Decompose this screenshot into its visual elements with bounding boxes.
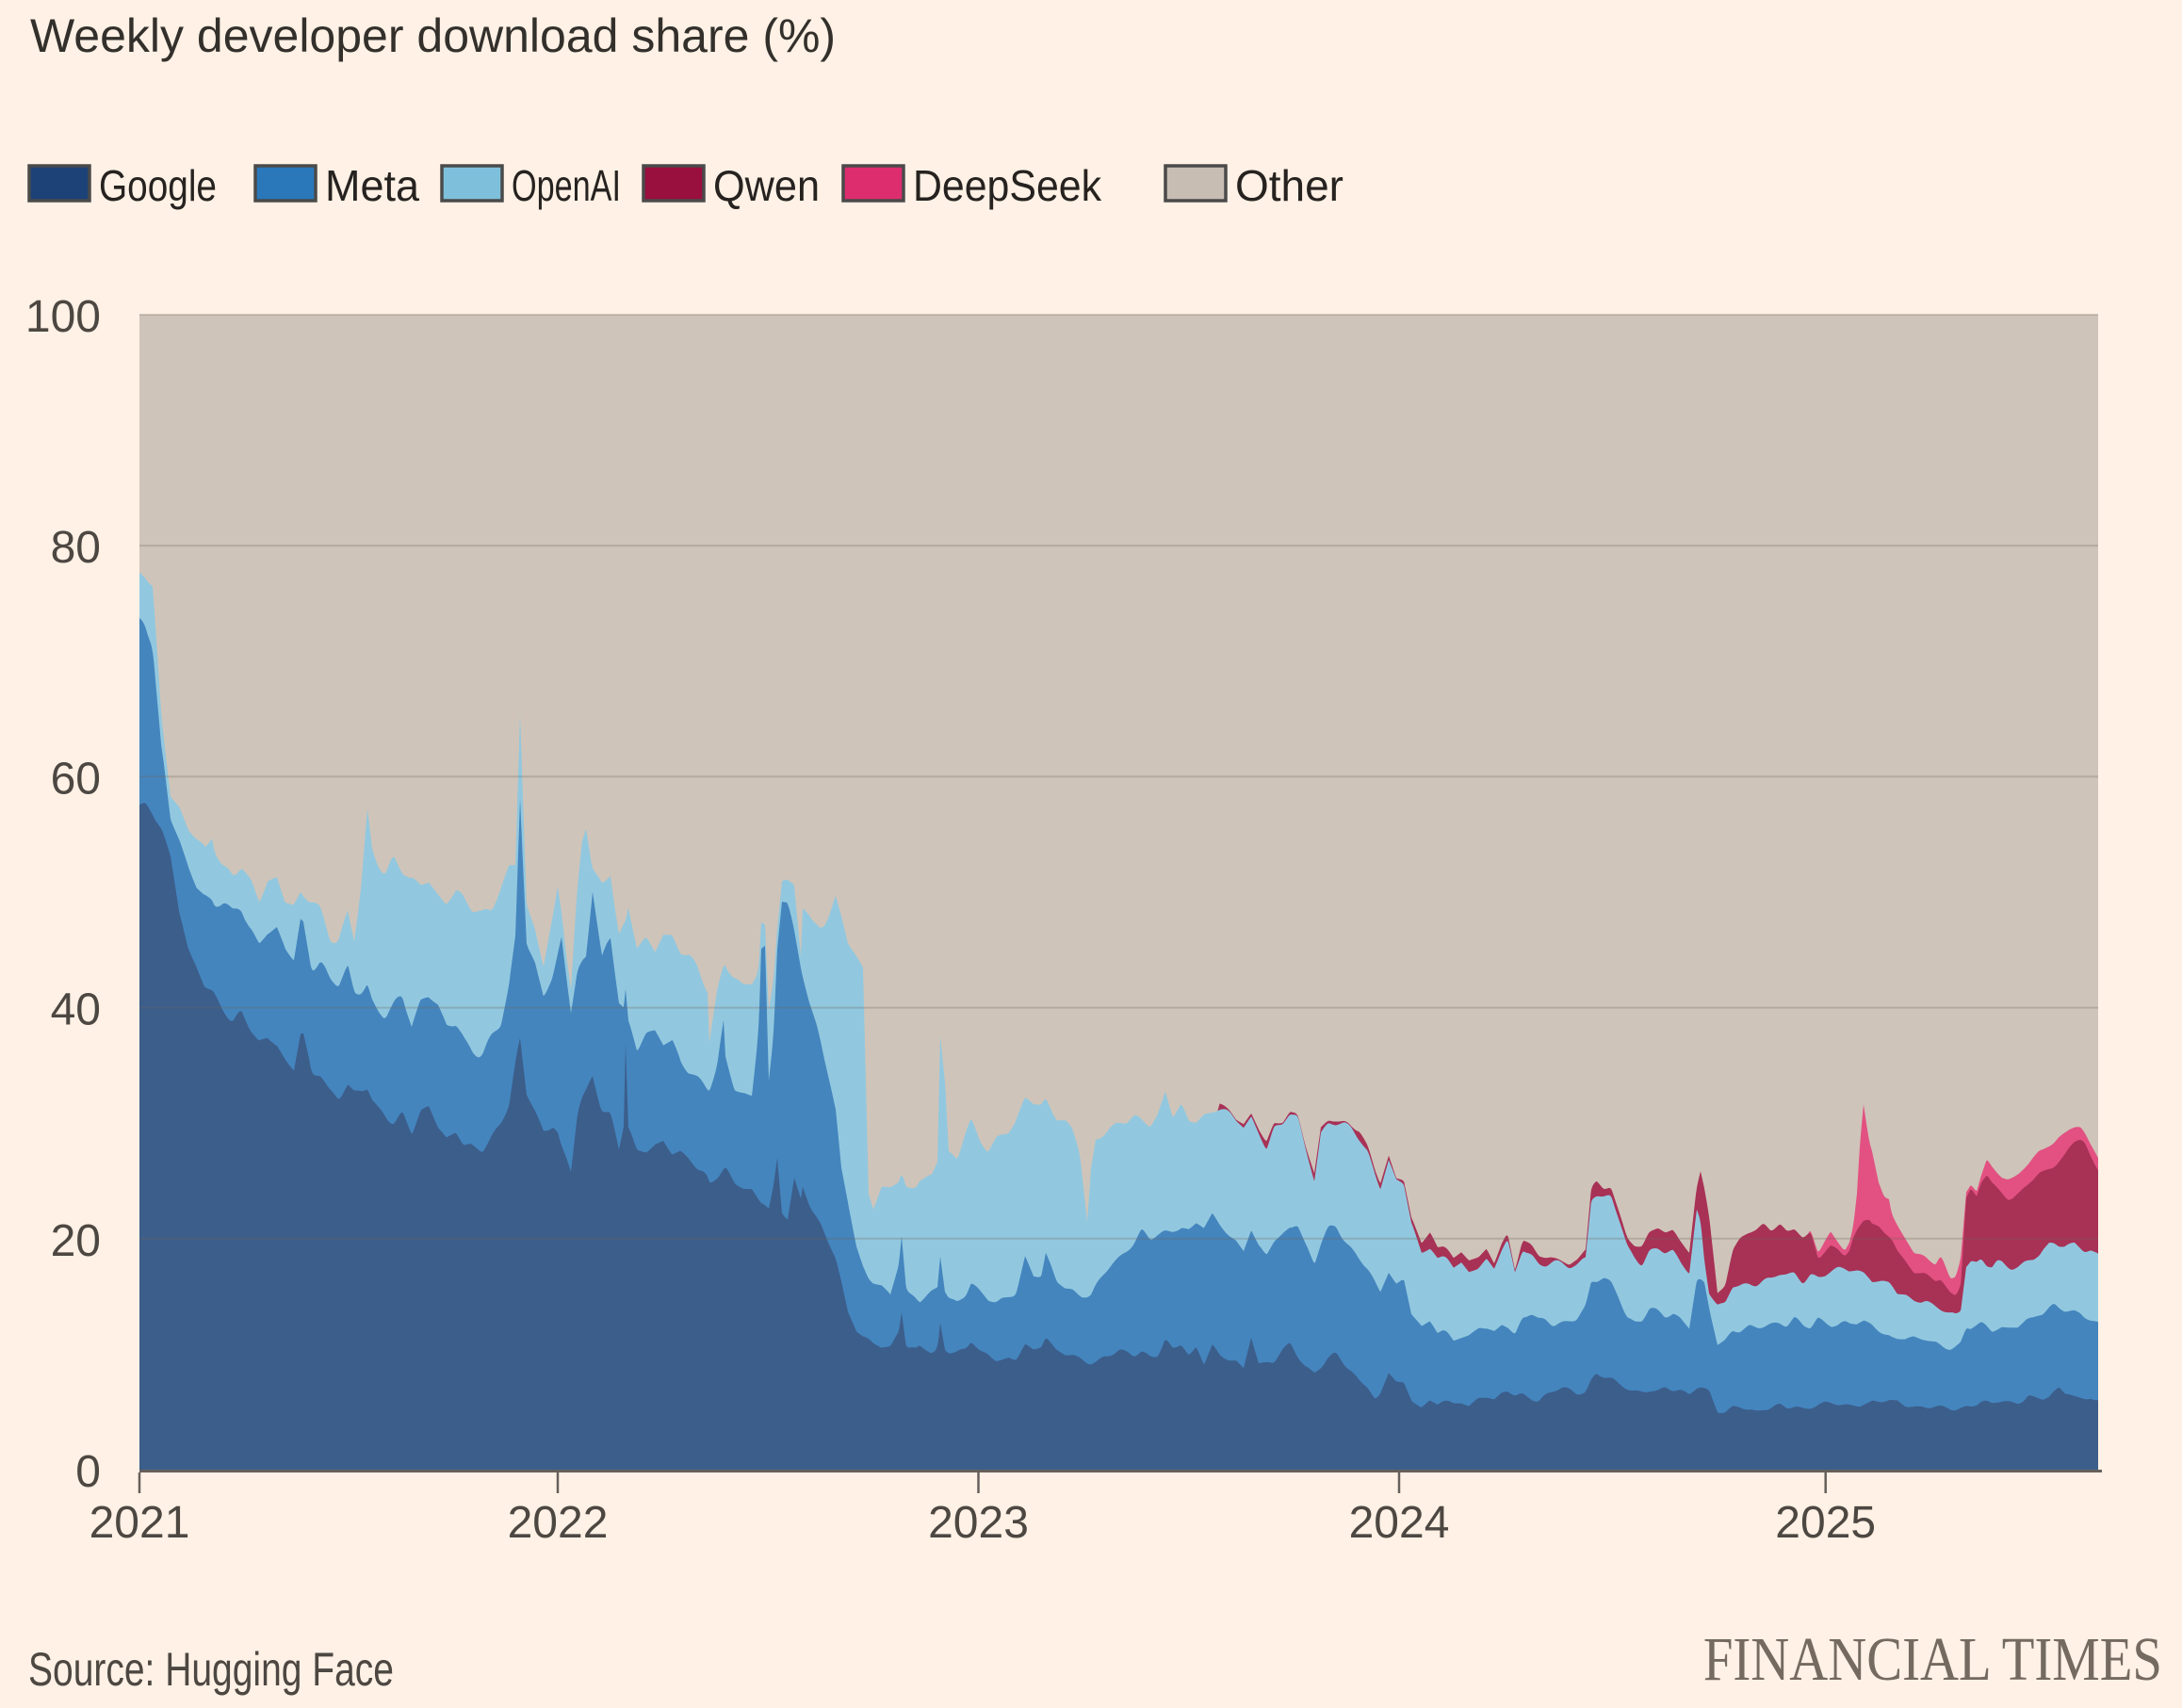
svg-text:2021: 2021 xyxy=(90,1498,190,1548)
svg-text:80: 80 xyxy=(51,523,101,573)
svg-text:OpenAI: OpenAI xyxy=(512,161,621,210)
svg-text:Other: Other xyxy=(1235,161,1343,210)
svg-text:Google: Google xyxy=(99,161,217,210)
svg-text:Weekly developer download shar: Weekly developer download share (%) xyxy=(30,9,836,62)
svg-text:20: 20 xyxy=(51,1216,101,1266)
svg-text:Qwen: Qwen xyxy=(713,161,820,210)
svg-text:2024: 2024 xyxy=(1349,1498,1450,1548)
svg-text:FINANCIAL TIMES: FINANCIAL TIMES xyxy=(1703,1625,2162,1694)
svg-text:40: 40 xyxy=(51,985,101,1035)
svg-text:60: 60 xyxy=(51,754,101,804)
svg-text:100: 100 xyxy=(25,292,101,342)
svg-text:2025: 2025 xyxy=(1775,1498,1876,1548)
svg-text:DeepSeek: DeepSeek xyxy=(913,161,1102,210)
svg-text:Source: Hugging Face: Source: Hugging Face xyxy=(28,1642,394,1696)
svg-text:Meta: Meta xyxy=(325,161,419,210)
svg-text:2023: 2023 xyxy=(928,1498,1029,1548)
svg-text:2022: 2022 xyxy=(508,1498,609,1548)
svg-text:0: 0 xyxy=(75,1447,101,1497)
